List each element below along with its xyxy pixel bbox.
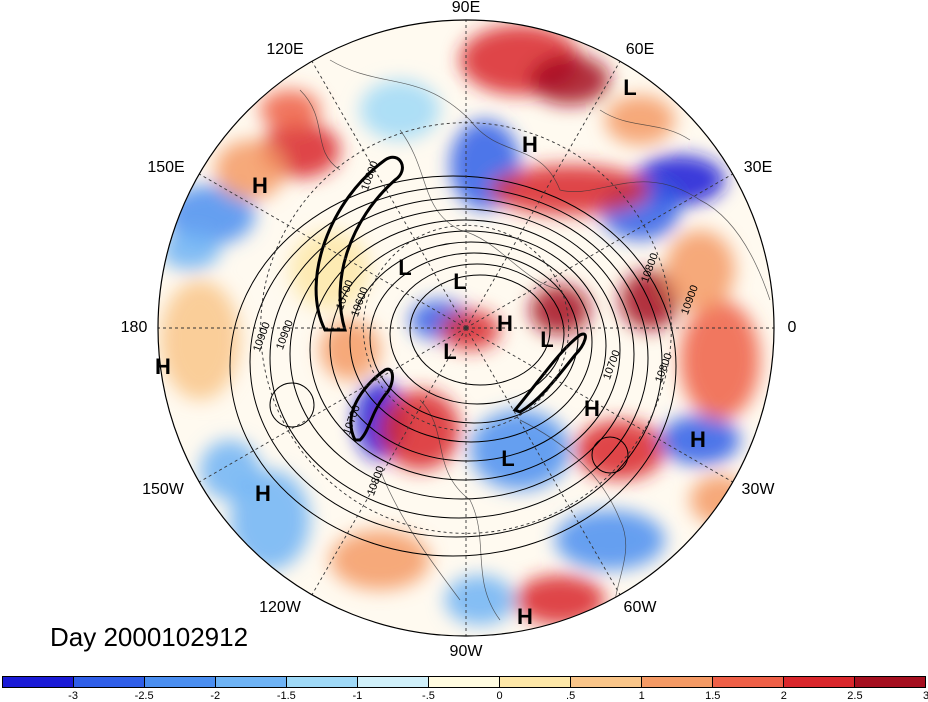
longitude-label: 90W: [449, 643, 483, 660]
pressure-system-marker: L: [453, 269, 467, 294]
longitude-label: 60W: [623, 599, 657, 616]
colorbar-swatch: [784, 677, 855, 687]
colorbar-swatch: [713, 677, 784, 687]
longitude-label: 120W: [259, 599, 301, 616]
colorbar-tick-label: 1.5: [705, 690, 721, 702]
colorbar-swatch: [287, 677, 358, 687]
colorbar-swatch: [358, 677, 429, 687]
colorbar-swatch: [500, 677, 571, 687]
colorbar-tick-label: -1: [352, 690, 363, 702]
longitude-label: 120E: [266, 41, 304, 58]
pressure-system-marker: L: [398, 255, 412, 280]
colorbar-tick-label: -1.5: [276, 690, 296, 702]
longitude-label: 150W: [142, 481, 184, 498]
colorbar: [2, 676, 926, 688]
longitude-label: 60E: [625, 41, 655, 58]
colorbar-swatch: [216, 677, 287, 687]
longitude-label: 150E: [147, 159, 185, 176]
pressure-system-marker: H: [252, 173, 268, 198]
longitude-label: 90E: [451, 0, 481, 16]
colorbar-swatch: [429, 677, 500, 687]
pressure-system-marker: L: [501, 446, 515, 471]
colorbar-tick-label: 0: [496, 690, 503, 702]
pressure-system-marker: H: [155, 354, 171, 379]
pressure-system-marker: H: [517, 604, 533, 629]
colorbar-tick-label: -2.5: [134, 690, 154, 702]
pressure-system-marker: L: [443, 339, 457, 364]
pressure-system-marker: H: [497, 311, 513, 336]
colorbar-swatch: [3, 677, 74, 687]
colorbar-tick-label: 2: [780, 690, 787, 702]
pressure-system-marker: H: [255, 481, 271, 506]
colorbar-tick-label: 3: [922, 690, 928, 702]
colorbar-swatch: [74, 677, 145, 687]
colorbar-tick-label: -3: [68, 690, 78, 702]
anomaly-field: [158, 20, 774, 636]
pressure-system-marker: H: [584, 396, 600, 421]
pressure-system-marker: H: [690, 427, 706, 452]
colorbar-tick-label: .5: [566, 690, 576, 702]
longitude-label: 30W: [741, 481, 775, 498]
map-title: Day 2000102912: [50, 622, 249, 652]
colorbar-swatch: [145, 677, 216, 687]
pressure-system-marker: H: [522, 132, 538, 157]
colorbar-tick-label: -2: [210, 690, 221, 702]
longitude-label: 0: [787, 319, 797, 336]
colorbar-swatch: [642, 677, 713, 687]
colorbar-tick-label: -.5: [422, 690, 435, 702]
pressure-system-marker: L: [540, 327, 554, 352]
longitude-label: 30E: [743, 159, 773, 176]
colorbar-tick-label: 2.5: [847, 690, 863, 702]
pressure-system-marker: L: [623, 75, 637, 100]
colorbar-swatch: [855, 677, 925, 687]
map-boundary: [157, 19, 775, 637]
longitude-label: 180: [120, 319, 148, 336]
colorbar-swatch: [571, 677, 642, 687]
colorbar-tick-label: 1: [638, 690, 645, 702]
